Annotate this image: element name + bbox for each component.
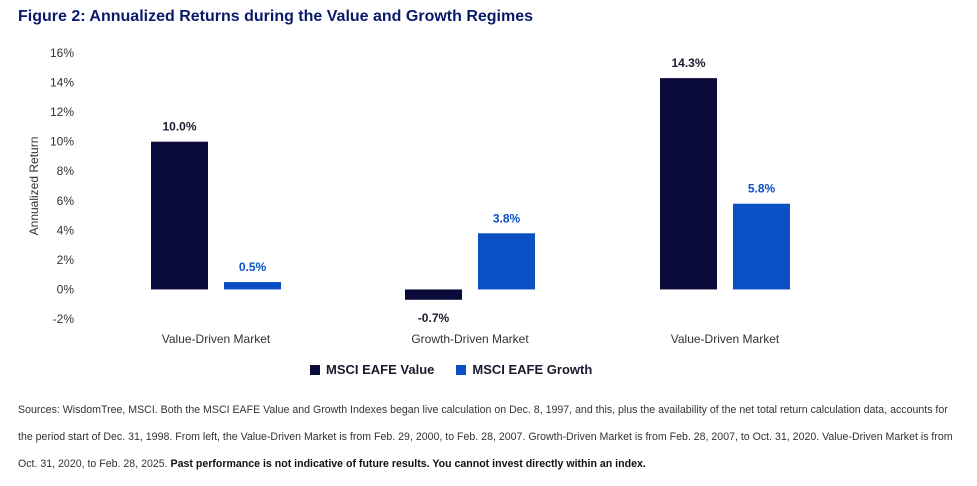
bar (151, 141, 208, 290)
legend: MSCI EAFE Value MSCI EAFE Growth (310, 362, 592, 377)
data-label: 5.8% (748, 182, 776, 196)
y-tick-label: 4% (57, 223, 75, 237)
bar (405, 289, 462, 300)
y-tick-label: 12% (50, 105, 74, 119)
y-tick-label: 16% (50, 46, 74, 60)
bar (733, 203, 790, 290)
data-label: 10.0% (162, 120, 196, 134)
footnote-disclaimer: Past performance is not indicative of fu… (170, 458, 646, 470)
legend-label-value: MSCI EAFE Value (326, 362, 435, 377)
bar (660, 78, 717, 290)
legend-item-growth: MSCI EAFE Growth (456, 362, 592, 377)
y-tick-label: 14% (50, 76, 74, 90)
y-tick-label: 8% (57, 164, 75, 178)
bar-chart: -2% 0% 2% 4% 6% 8% 10% 12% 14% 16% Annualized Retu… (27, 46, 790, 346)
x-tick-label: Value-Driven Market (671, 332, 780, 346)
footnote-text: Sources: WisdomTree, MSCI. Both the MSCI… (18, 404, 953, 470)
bar (478, 233, 535, 290)
legend-item-value: MSCI EAFE Value (310, 362, 434, 377)
x-tick-label: Value-Driven Market (162, 332, 271, 346)
data-label: -0.7% (418, 311, 450, 325)
y-tick-label: 6% (57, 194, 75, 208)
y-tick-label: 10% (50, 135, 74, 149)
source-footnote: Sources: WisdomTree, MSCI. Both the MSCI… (18, 397, 963, 478)
y-tick-label: -2% (53, 312, 75, 326)
x-tick-label: Growth-Driven Market (411, 332, 529, 346)
y-tick-label: 0% (57, 282, 75, 296)
data-label: 0.5% (239, 260, 267, 274)
bar (224, 282, 281, 290)
legend-label-growth: MSCI EAFE Growth (472, 362, 593, 377)
data-label: 3.8% (493, 211, 521, 225)
y-axis-label: Annualized Return (27, 137, 41, 236)
legend-swatch-growth (456, 364, 467, 375)
legend-swatch-value (310, 364, 320, 375)
data-label: 14.3% (671, 56, 705, 70)
y-tick-label: 2% (57, 253, 75, 267)
chart-title: Figure 2: Annualized Returns during the … (18, 8, 534, 25)
